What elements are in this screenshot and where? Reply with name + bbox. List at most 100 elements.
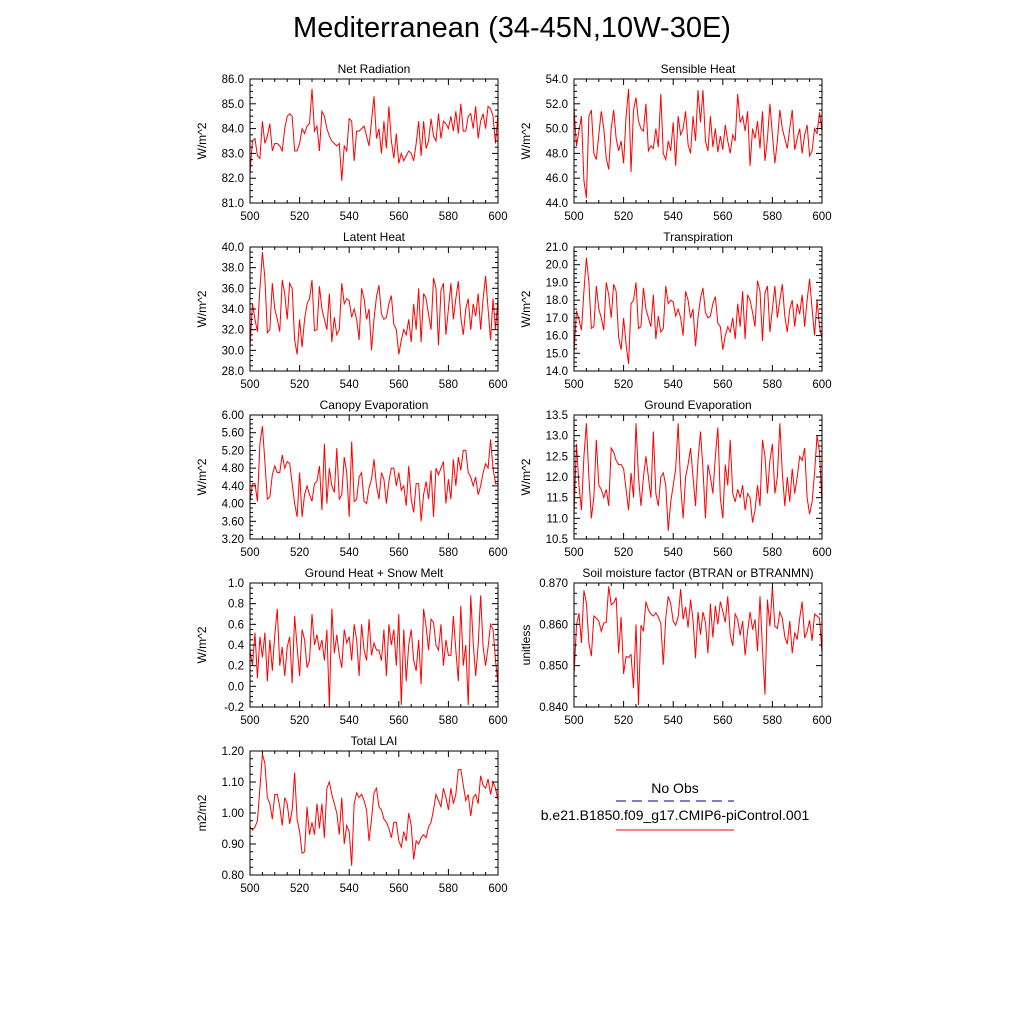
panel-net-radiation: Net Radiation W/m^2 81.0 82.0 83.0 84.0 85.0 86… [195,62,508,223]
x-tick-label: 580 [763,715,782,727]
x-tick-label: 500 [564,547,583,559]
y-tick-label: 3.60 [222,516,244,528]
y-tick-label: 12.0 [546,472,568,484]
panel-title: Sensible Heat [661,62,736,76]
y-tick-label: 0.2 [228,661,244,673]
y-axis-label: unitless [519,625,533,666]
y-tick-label: 0.850 [539,661,568,673]
x-tick-label: 580 [439,715,458,727]
x-tick-label: 560 [389,211,408,223]
y-tick-label: 0.870 [539,578,568,590]
y-tick-label: 54.0 [546,74,568,86]
x-tick-label: 560 [713,379,732,391]
x-tick-label: 580 [763,547,782,559]
y-axis-label: W/m^2 [195,458,209,495]
y-tick-label: 82.0 [222,173,244,185]
x-tick-label: 500 [564,715,583,727]
y-axis-label: W/m^2 [519,122,533,159]
panel-ground-heat-snow-melt: Ground Heat + Snow Melt W/m^2 -0.2 0.0 0.2 0.… [195,566,508,727]
y-tick-label: 12.5 [546,451,568,463]
x-tick-label: 520 [614,715,633,727]
y-tick-label: 13.0 [546,431,568,443]
series-line-net-radiation [249,88,499,181]
y-tick-label: 6.00 [222,410,244,422]
x-tick-label: 500 [240,883,259,895]
x-tick-label: 580 [439,547,458,559]
legend: No Obs b.e21.B1850.f09_g17.CMIP6-piContr… [541,780,810,831]
y-tick-label: 4.00 [222,499,244,511]
y-tick-label: 46.0 [546,173,568,185]
panel-title: Latent Heat [343,230,406,244]
x-tick-label: 560 [389,547,408,559]
legend-case-label: b.e21.B1850.f09_g17.CMIP6-piControl.001 [541,807,810,823]
x-tick-label: 580 [763,211,782,223]
x-tick-label: 500 [240,211,259,223]
x-tick-label: 560 [713,547,732,559]
plot-frame [249,246,499,372]
y-tick-label: 0.4 [228,640,245,652]
y-tick-label: 84.0 [222,124,244,136]
page-title: Mediterranean (34-45N,10W-30E) [293,12,731,44]
x-tick-label: 520 [290,379,309,391]
x-tick-label: 540 [340,211,359,223]
panel-title: Net Radiation [338,62,411,76]
y-axis-label: W/m^2 [519,290,533,327]
panel-title: Total LAI [351,734,398,748]
panel-total-lai: Total LAI m2/m2 0.80 0.90 1.00 1.10 1.20 500 520… [195,734,508,895]
panel-canopy-evaporation: Canopy Evaporation W/m^2 3.20 3.60 4.00 4.40 4… [195,398,508,559]
y-tick-label: 34.0 [222,304,244,316]
y-tick-label: 81.0 [222,198,244,210]
x-tick-label: 520 [290,883,309,895]
y-tick-label: 17.0 [546,313,568,325]
series-line-sensible-heat [573,88,823,199]
y-tick-label: 16.0 [546,331,568,343]
y-tick-label: 40.0 [222,242,244,254]
series-line-canopy-evaporation [249,426,498,522]
y-tick-label: 4.40 [222,481,244,493]
x-tick-label: 600 [488,379,507,391]
legend-obs-label: No Obs [651,780,698,796]
y-tick-label: 36.0 [222,283,244,295]
x-tick-label: 540 [664,715,683,727]
x-tick-label: 500 [240,379,259,391]
panel-title: Soil moisture factor (BTRAN or BTRANMN) [582,566,813,580]
y-tick-label: 38.0 [222,263,244,275]
y-tick-label: 20.0 [546,260,568,272]
panel-title: Transpiration [663,230,733,244]
panel-transpiration: Transpiration W/m^2 14.0 15.0 16.0 17.0 18.0 19… [519,230,832,391]
y-tick-label: -0.2 [224,702,244,714]
x-tick-label: 600 [812,547,831,559]
x-tick-label: 540 [340,883,359,895]
y-tick-label: 15.0 [546,348,568,360]
y-axis-label: W/m^2 [195,626,209,663]
x-tick-label: 520 [290,211,309,223]
panel-ground-evaporation: Ground Evaporation W/m^2 10.5 11.0 11.5 12.0 1… [519,398,832,559]
x-tick-label: 600 [812,715,831,727]
x-tick-label: 560 [389,883,408,895]
y-tick-label: 21.0 [546,242,568,254]
x-tick-label: 540 [664,547,683,559]
y-tick-label: 86.0 [222,74,244,86]
series-line-transpiration [573,257,823,364]
x-tick-label: 520 [614,379,633,391]
y-tick-label: 14.0 [546,366,568,378]
x-tick-label: 520 [290,715,309,727]
y-tick-label: 1.10 [222,777,244,789]
y-tick-label: 13.5 [546,410,568,422]
y-tick-label: 0.840 [539,702,568,714]
y-tick-label: 1.0 [228,578,244,590]
panel-title: Ground Evaporation [644,398,751,412]
y-tick-label: 48.0 [546,148,568,160]
y-tick-label: 4.80 [222,463,244,475]
panel-sensible-heat: Sensible Heat W/m^2 44.0 46.0 48.0 50.0 52.0 54… [519,62,832,223]
x-tick-label: 560 [713,211,732,223]
y-tick-label: 0.80 [222,870,244,882]
x-tick-label: 540 [340,379,359,391]
x-tick-label: 540 [664,211,683,223]
y-tick-label: 32.0 [222,325,244,337]
series-line-ground-heat-snow-melt [249,595,499,708]
y-tick-label: 11.5 [546,493,568,505]
series-line-total-lai [249,753,499,866]
y-tick-label: 19.0 [546,277,568,289]
